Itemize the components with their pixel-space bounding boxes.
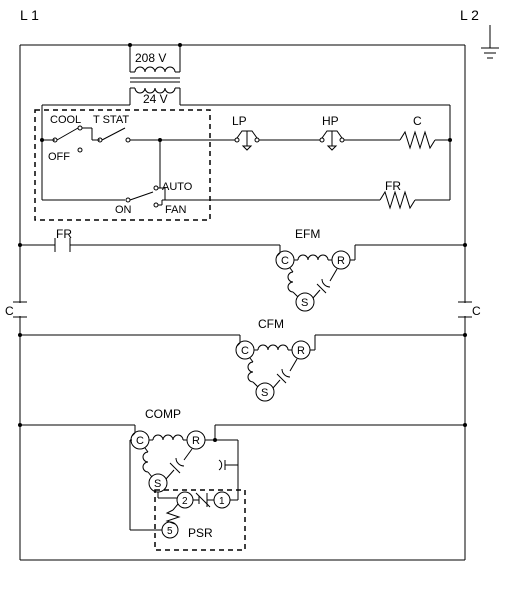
label-hp: HP [322, 114, 339, 128]
label-fr-coil: FR [385, 179, 401, 193]
label-c-right: C [472, 304, 481, 318]
label-l2: L 2 [460, 7, 479, 23]
efm-s: S [301, 297, 308, 309]
label-c-left: C [5, 304, 14, 318]
cfm-motor: C R S [236, 335, 465, 401]
comp-s: S [154, 478, 161, 490]
c-contact-right: C [458, 302, 481, 318]
comp-c: C [136, 435, 144, 447]
comp-row: COMP [20, 407, 181, 436]
transformer: 208 V 24 V [130, 45, 180, 106]
label-on: ON [115, 204, 132, 216]
label-24v: 24 V [143, 92, 168, 106]
cfm-r: R [297, 345, 305, 357]
label-cfm: CFM [258, 317, 284, 331]
label-off: OFF [48, 151, 70, 163]
label-efm: EFM [295, 227, 320, 241]
label-c: C [413, 114, 422, 128]
psr-2: 2 [182, 496, 188, 507]
comp-r: R [192, 435, 200, 447]
psr: PSR 2 1 5 [130, 440, 245, 550]
label-tstat: T STAT [93, 114, 129, 126]
cfm-c: C [241, 345, 249, 357]
label-cool: COOL [50, 114, 81, 126]
efm-c: C [281, 255, 289, 267]
cfm-row: CFM [20, 317, 284, 346]
efm-r: R [337, 255, 345, 267]
label-208v: 208 V [135, 51, 166, 65]
cfm-s: S [261, 387, 268, 399]
wiring-schematic: L 1 L 2 208 V 24 V [0, 0, 511, 613]
label-comp: COMP [145, 407, 181, 421]
label-lp: LP [232, 114, 247, 128]
control-row-1: COOL OFF T STAT LP HP C [42, 114, 450, 188]
label-psr: PSR [188, 526, 213, 540]
ground-symbol [481, 25, 499, 58]
efm-motor: C R S [276, 245, 465, 311]
psr-1: 1 [219, 496, 225, 507]
comp-motor: C R S [131, 425, 465, 492]
psr-5: 5 [167, 526, 173, 537]
label-auto: AUTO [162, 181, 193, 193]
label-l1: L 1 [20, 7, 39, 23]
control-row-2: ON AUTO FAN FR [42, 179, 450, 216]
label-fan: FAN [165, 204, 186, 216]
c-contact-left: C [5, 302, 27, 318]
efm-row: FR EFM [20, 227, 320, 252]
